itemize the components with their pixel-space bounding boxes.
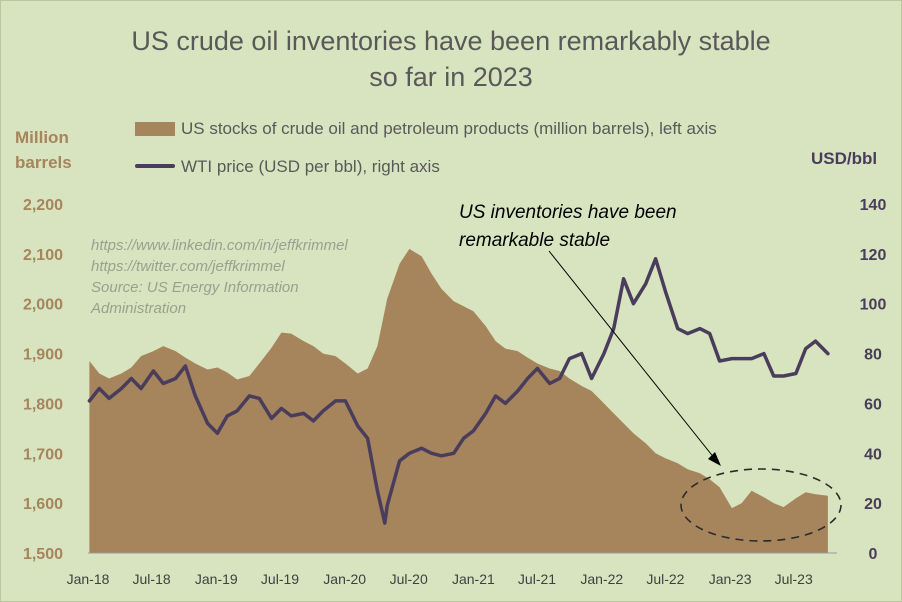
x-tick-label: Jan-21	[452, 571, 495, 587]
x-tick-label: Jan-19	[195, 571, 238, 587]
x-tick-label: Jul-23	[775, 571, 813, 587]
source-line-twitter: https://twitter.com/jeffkrimmel	[91, 258, 285, 275]
right-tick-label: 40	[864, 446, 882, 463]
annotation-arrow	[548, 250, 716, 460]
legend-label-wti: WTI price (USD per bbl), right axis	[181, 157, 440, 176]
annotation-arrowhead	[708, 452, 721, 466]
x-tick-label: Jul-18	[133, 571, 171, 587]
wti-line	[87, 257, 830, 525]
x-tick-label: Jul-21	[518, 571, 556, 587]
left-tick-label: 2,200	[23, 197, 63, 214]
left-axis-title-line-2: barrels	[15, 153, 72, 172]
x-tick-label: Jan-23	[709, 571, 752, 587]
right-tick-label: 0	[869, 546, 878, 563]
left-axis-title-line-1: Million	[15, 128, 69, 147]
left-tick-label: 1,600	[23, 496, 63, 513]
left-tick-label: 1,900	[23, 347, 63, 364]
legend-label-stocks: US stocks of crude oil and petroleum pro…	[181, 119, 717, 138]
source-line-source: Source: US Energy Information	[91, 279, 299, 296]
x-tick-label: Jan-22	[580, 571, 623, 587]
stocks-area	[89, 248, 828, 553]
x-tick-label: Jan-18	[67, 571, 110, 587]
annotation-line-1: US inventories have been	[459, 202, 677, 223]
right-tick-label: 140	[860, 197, 887, 214]
left-tick-label: 1,500	[23, 546, 63, 563]
x-tick-label: Jul-20	[390, 571, 428, 587]
x-tick-label: Jul-22	[646, 571, 684, 587]
right-axis-title: USD/bbl	[811, 149, 878, 168]
highlight-ellipse	[680, 468, 842, 542]
chart-title-line-1: US crude oil inventories have been remar…	[131, 26, 771, 56]
right-tick-label: 80	[864, 347, 882, 364]
source-line-linkedin: https://www.linkedin.com/in/jeffkrimmel	[91, 237, 348, 254]
x-tick-label: Jul-19	[261, 571, 299, 587]
right-tick-label: 100	[860, 297, 887, 314]
source-line-administration: Administration	[91, 300, 187, 317]
legend-swatch-wti	[135, 164, 175, 168]
x-tick-label: Jan-20	[323, 571, 366, 587]
right-tick-label: 120	[860, 247, 887, 264]
annotation-line-2: remarkable stable	[459, 230, 611, 251]
left-tick-label: 1,700	[23, 446, 63, 463]
legend-swatch-stocks	[135, 122, 175, 136]
chart-title-line-2: so far in 2023	[369, 62, 533, 92]
right-tick-label: 60	[864, 396, 882, 413]
annotation-text: US inventories have been remarkable stab…	[459, 199, 739, 255]
left-axis-title: Million barrels	[15, 125, 95, 175]
right-tick-label: 20	[864, 496, 882, 513]
left-tick-label: 2,100	[23, 247, 63, 264]
chart-title: US crude oil inventories have been remar…	[1, 23, 901, 95]
source-text: https://www.linkedin.com/in/jeffkrimmel …	[91, 235, 391, 319]
left-tick-label: 2,000	[23, 297, 63, 314]
left-tick-label: 1,800	[23, 396, 63, 413]
